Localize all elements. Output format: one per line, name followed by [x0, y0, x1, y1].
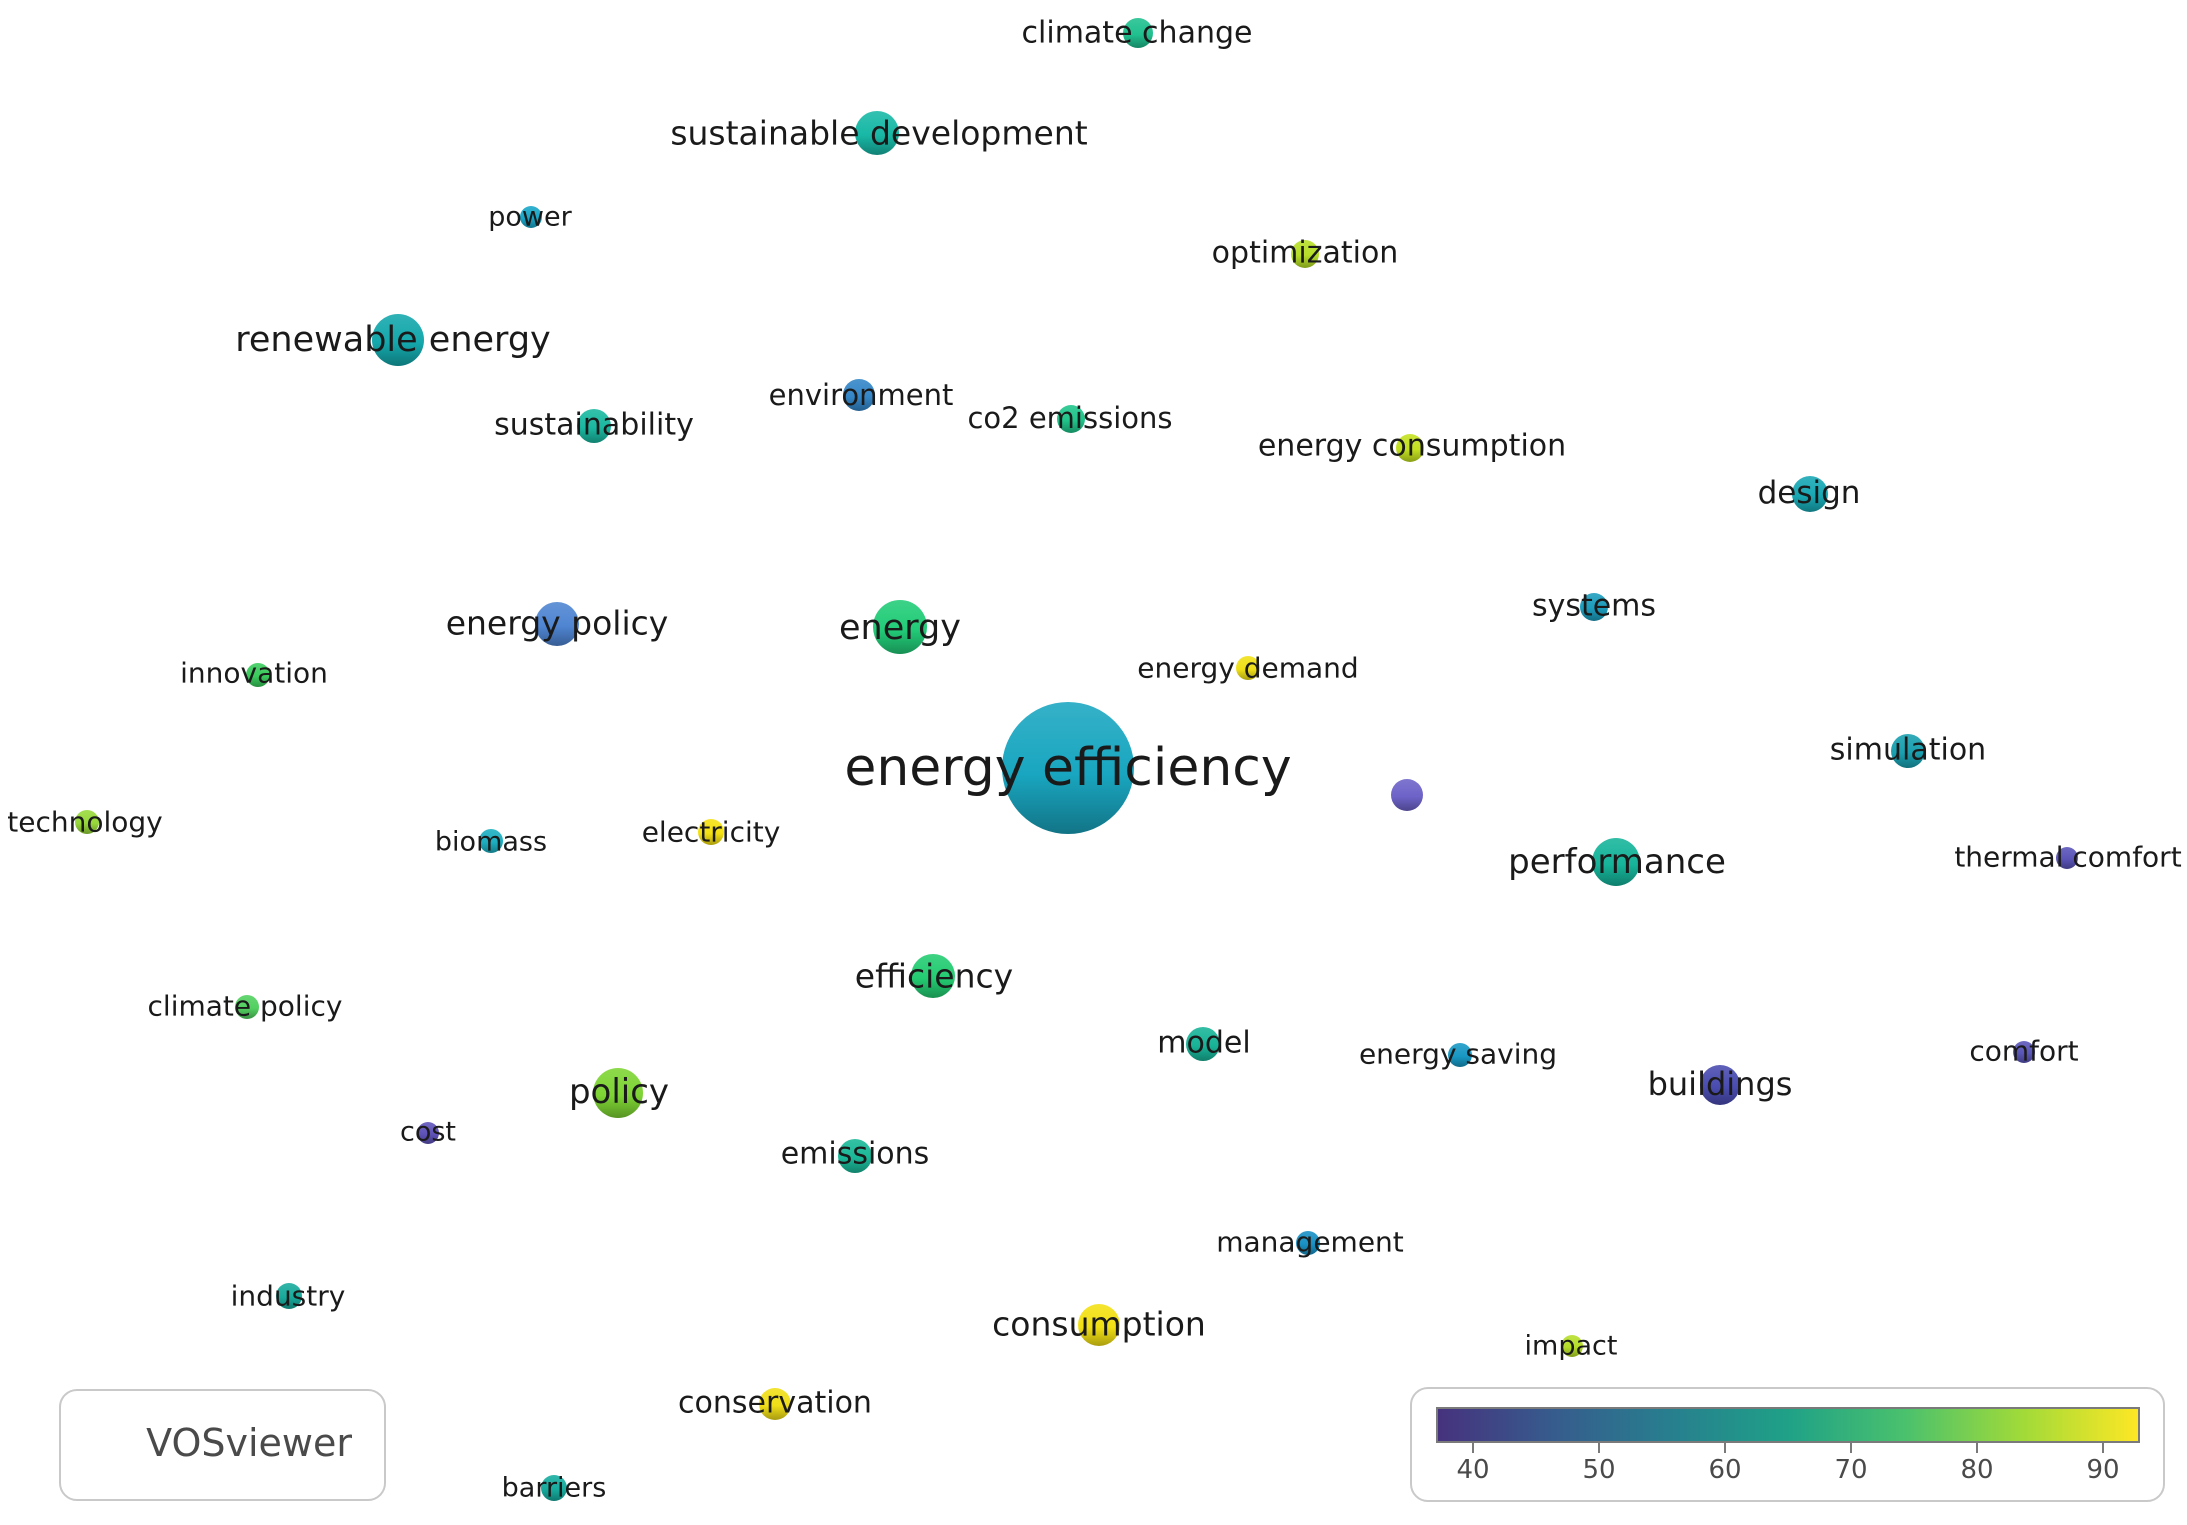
node-energy-demand[interactable] [1236, 656, 1260, 680]
vosviewer-logo: VOSviewer [146, 1421, 352, 1465]
node-industry[interactable] [276, 1283, 302, 1309]
node-label-performance[interactable]: performance [1508, 842, 1726, 882]
node-comfort[interactable] [2013, 1041, 2035, 1063]
node-label-design[interactable]: design [1758, 475, 1861, 511]
color-scale-tick-mark [1850, 1443, 1852, 1453]
node-label-energy-policy[interactable]: energy policy [446, 604, 669, 643]
node-label-comfort[interactable]: comfort [1969, 1035, 2078, 1068]
node-label-co2-emissions[interactable]: co2 emissions [967, 401, 1172, 435]
node-label-energy[interactable]: energy [839, 608, 961, 648]
node-optimization[interactable] [1291, 240, 1319, 268]
node-label-policy[interactable]: policy [569, 1072, 669, 1112]
node-sustainability[interactable] [577, 409, 611, 443]
node-label-energy-efficiency[interactable]: energy efficiency [844, 738, 1291, 798]
vosviewer-logo-box: VOSviewer [59, 1389, 386, 1501]
node-label-emissions[interactable]: emissions [781, 1137, 930, 1172]
node-technology[interactable] [75, 810, 99, 834]
node-energy[interactable] [873, 600, 927, 654]
node-label-buildings[interactable]: buildings [1648, 1065, 1793, 1103]
node-label-climate-change[interactable]: climate change [1022, 16, 1253, 51]
color-scale-tick-label: 60 [1708, 1455, 1742, 1485]
color-scale-tick-mark [1598, 1443, 1600, 1453]
node-systems[interactable] [1580, 593, 1608, 621]
color-scale-legend: 40 50 60 70 80 90 [1410, 1387, 2165, 1502]
node-design[interactable] [1792, 476, 1828, 512]
node-barriers[interactable] [541, 1475, 567, 1501]
node-co2-emissions[interactable] [1057, 405, 1085, 433]
node-label-simulation[interactable]: simulation [1830, 733, 1986, 768]
color-scale-tick-label: 90 [2086, 1455, 2120, 1485]
node-label-management[interactable]: management [1216, 1226, 1404, 1259]
nodes-layer [75, 18, 2078, 1501]
node-label-climate-policy[interactable]: climate policy [148, 990, 343, 1023]
node-label-systems[interactable]: systems [1532, 589, 1656, 624]
node-label-sustainable-development[interactable]: sustainable development [670, 114, 1087, 153]
node-climate-change[interactable] [1123, 18, 1153, 48]
node-label-sustainability[interactable]: sustainability [494, 408, 694, 443]
labels-layer: energy efficiency climate change sustainab… [7, 16, 2181, 1504]
node-biomass[interactable] [479, 829, 503, 853]
node-environment[interactable] [843, 379, 875, 411]
node-label-barriers[interactable]: barriers [502, 1473, 607, 1504]
node-label-energy-saving[interactable]: energy saving [1359, 1038, 1557, 1071]
node-conservation[interactable] [759, 1388, 791, 1420]
color-scale-tick-label: 80 [1960, 1455, 1994, 1485]
node-sustainable-development[interactable] [855, 111, 899, 155]
node-label-efficiency[interactable]: efficiency [855, 957, 1013, 996]
node-label-cost[interactable]: cost [400, 1117, 456, 1148]
node-label-technology[interactable]: technology [7, 806, 162, 839]
node-electricity[interactable] [698, 819, 724, 845]
color-scale-tick-label: 50 [1582, 1455, 1616, 1485]
node-label-conservation[interactable]: conservation [678, 1386, 872, 1421]
node-label-power[interactable]: power [488, 202, 572, 233]
node-label-optimization[interactable]: optimization [1212, 236, 1399, 271]
node-label-renewable-energy[interactable]: renewable energy [235, 320, 551, 360]
node-label-energy-consumption[interactable]: energy consumption [1258, 429, 1566, 464]
node-management[interactable] [1296, 1231, 1320, 1255]
color-scale-tick-mark [1724, 1443, 1726, 1453]
node-simulation[interactable] [1891, 734, 1925, 768]
node-energy-efficiency[interactable] [1002, 702, 1134, 834]
node-energy-consumption[interactable] [1396, 434, 1424, 462]
node-label-energy-demand[interactable]: energy demand [1137, 652, 1358, 685]
node-performance[interactable] [1592, 838, 1640, 886]
node-energy-policy[interactable] [535, 602, 579, 646]
node-climate-policy[interactable] [235, 995, 259, 1019]
node-consumption[interactable] [1078, 1304, 1120, 1346]
node-policy[interactable] [593, 1068, 643, 1118]
node-unlabeled[interactable] [1391, 779, 1423, 811]
node-energy-saving[interactable] [1448, 1043, 1472, 1067]
node-impact[interactable] [1561, 1335, 1583, 1357]
color-scale-tick-label: 70 [1834, 1455, 1868, 1485]
node-label-biomass[interactable]: biomass [435, 827, 547, 858]
node-power[interactable] [520, 206, 542, 228]
node-thermal-comfort[interactable] [2056, 847, 2078, 869]
node-label-innovation[interactable]: innovation [180, 657, 328, 690]
node-label-thermal-comfort[interactable]: thermal comfort [1954, 841, 2181, 874]
node-efficiency[interactable] [911, 954, 955, 998]
color-scale-tick-mark [1472, 1443, 1474, 1453]
node-label-environment[interactable]: environment [769, 378, 954, 412]
node-model[interactable] [1186, 1027, 1220, 1061]
node-buildings[interactable] [1700, 1065, 1740, 1105]
node-cost[interactable] [417, 1122, 439, 1144]
color-scale-tick-label: 40 [1456, 1455, 1490, 1485]
node-label-industry[interactable]: industry [231, 1280, 346, 1313]
node-emissions[interactable] [838, 1139, 872, 1173]
color-scale-tick-mark [1976, 1443, 1978, 1453]
node-label-model[interactable]: model [1157, 1026, 1250, 1061]
node-label-consumption[interactable]: consumption [992, 1305, 1206, 1344]
node-label-electricity[interactable]: electricity [642, 816, 781, 849]
node-label-impact[interactable]: impact [1525, 1331, 1618, 1362]
color-scale-tick-mark [2102, 1443, 2104, 1453]
node-innovation[interactable] [246, 663, 270, 687]
node-renewable-energy[interactable] [372, 314, 424, 366]
color-scale-bar [1436, 1407, 2140, 1443]
